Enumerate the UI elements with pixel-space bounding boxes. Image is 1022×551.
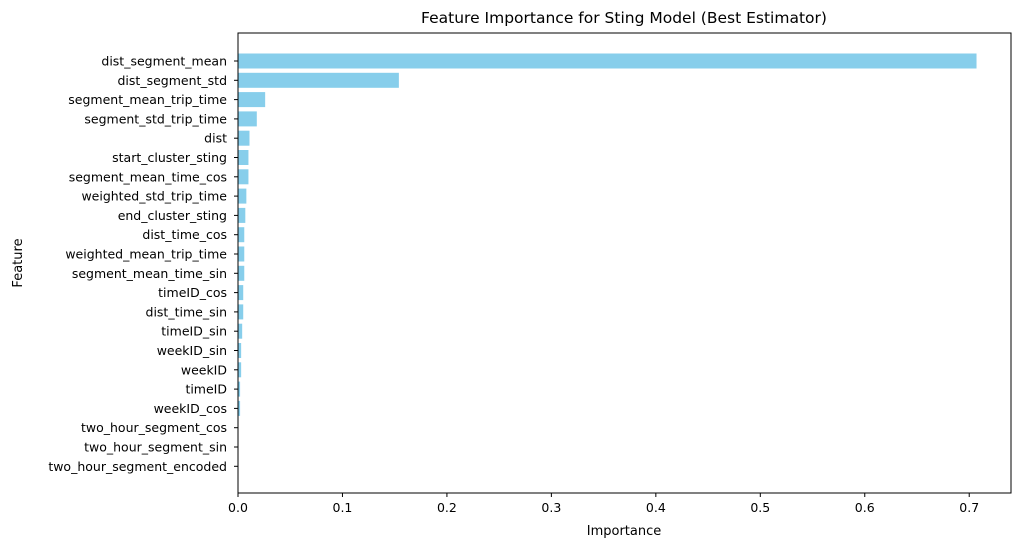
x-tick-label: 0.5: [750, 500, 770, 515]
bar-segment_mean_time_cos: [238, 169, 248, 184]
bar-dist_segment_mean: [238, 54, 977, 69]
y-tick-label: end_cluster_sting: [118, 208, 227, 223]
y-tick-label: start_cluster_sting: [112, 150, 227, 165]
bar-weighted_mean_trip_time: [238, 247, 244, 262]
bar-weighted_std_trip_time: [238, 189, 246, 204]
bar-timeID_sin: [238, 324, 242, 339]
y-tick-label: segment_mean_time_sin: [72, 266, 227, 281]
bar-segment_mean_trip_time: [238, 92, 265, 107]
y-tick-label: weighted_mean_trip_time: [65, 247, 227, 262]
y-tick-label: two_hour_segment_cos: [81, 420, 227, 435]
y-tick-label: timeID_sin: [161, 324, 227, 339]
chart-title: Feature Importance for Sting Model (Best…: [421, 9, 827, 27]
y-tick-label: dist_segment_std: [118, 73, 228, 88]
bar-dist_time_cos: [238, 227, 244, 242]
y-tick-label: dist_time_sin: [146, 304, 227, 319]
bar-segment_mean_time_sin: [238, 266, 244, 281]
y-tick-label: segment_mean_trip_time: [68, 92, 227, 107]
y-tick-label: dist_segment_mean: [101, 54, 227, 69]
bars-layer: [238, 54, 977, 474]
y-tick-label: weekID: [181, 362, 227, 377]
bar-dist_segment_std: [238, 73, 399, 88]
x-tick-label: 0.0: [228, 500, 248, 515]
bar-dist: [238, 131, 249, 146]
y-tick-label: weighted_std_trip_time: [81, 189, 227, 204]
x-tick-label: 0.1: [333, 500, 353, 515]
y-tick-label: timeID_cos: [158, 285, 227, 300]
y-axis-ticks: dist_segment_mean dist_segment_stdsegment…: [48, 54, 238, 474]
x-tick-label: 0.4: [646, 500, 666, 515]
y-tick-label: timeID: [185, 382, 227, 397]
y-tick-label: dist_time_cos: [142, 227, 227, 242]
bar-timeID_cos: [238, 285, 243, 300]
plot-frame: [238, 33, 1011, 493]
x-axis-label: Importance: [587, 524, 662, 539]
y-tick-label: segment_std_trip_time: [84, 111, 227, 126]
bar-segment_std_trip_time: [238, 111, 257, 126]
bar-dist_time_sin: [238, 304, 243, 319]
y-tick-label: weekID_cos: [154, 401, 227, 416]
y-tick-label: two_hour_segment_sin: [84, 440, 227, 455]
y-tick-label: segment_mean_time_cos: [69, 169, 227, 184]
y-tick-label: dist: [204, 131, 227, 146]
x-tick-label: 0.3: [541, 500, 561, 515]
y-axis-label: Feature: [11, 238, 26, 287]
x-tick-label: 0.7: [959, 500, 979, 515]
y-tick-label: weekID_sin: [157, 343, 227, 358]
x-tick-label: 0.6: [855, 500, 875, 515]
x-axis-ticks: 0.0 0.1 0.2 0.3 0.4 0.5 0.6 0.7: [228, 493, 979, 515]
bar-start_cluster_sting: [238, 150, 248, 165]
y-tick-label: two_hour_segment_encoded: [48, 459, 227, 474]
x-tick-label: 0.2: [437, 500, 457, 515]
bar-end_cluster_sting: [238, 208, 245, 223]
